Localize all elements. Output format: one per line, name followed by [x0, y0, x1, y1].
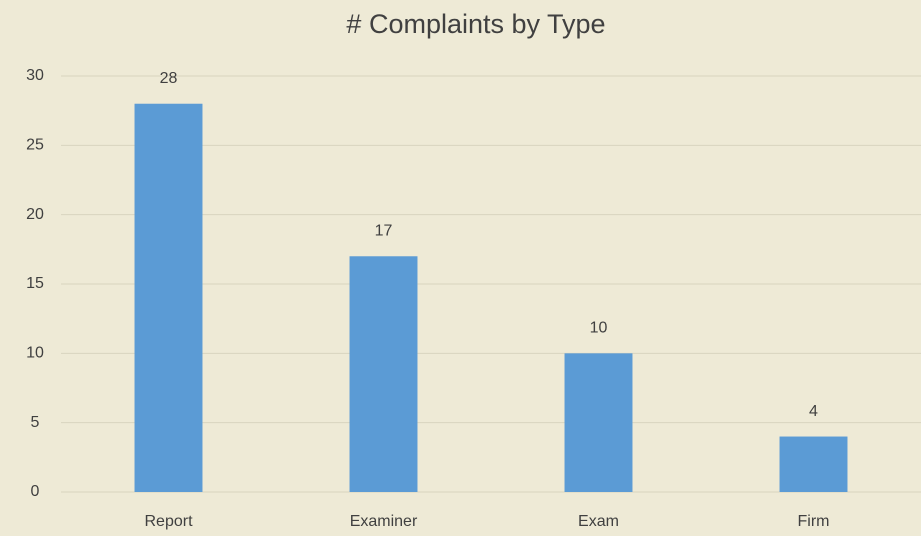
bar — [779, 436, 848, 492]
y-tick-label: 30 — [26, 67, 44, 84]
y-tick-label: 15 — [26, 275, 44, 292]
data-label: 28 — [160, 70, 178, 87]
x-tick-label: Firm — [798, 513, 830, 530]
y-tick-label: 25 — [26, 137, 44, 154]
bar — [564, 353, 633, 492]
chart-title: # Complaints by Type — [346, 9, 605, 39]
x-tick-label: Examiner — [350, 513, 418, 530]
x-tick-label: Exam — [578, 513, 619, 530]
data-label: 4 — [809, 403, 818, 420]
x-tick-label: Report — [144, 513, 193, 530]
bar — [134, 103, 203, 492]
data-label: 10 — [590, 320, 608, 337]
y-tick-label: 0 — [31, 483, 40, 500]
y-tick-label: 10 — [26, 345, 44, 362]
y-tick-label: 20 — [26, 206, 44, 223]
y-tick-label: 5 — [31, 414, 40, 431]
bar — [349, 256, 418, 492]
data-label: 17 — [375, 222, 393, 239]
